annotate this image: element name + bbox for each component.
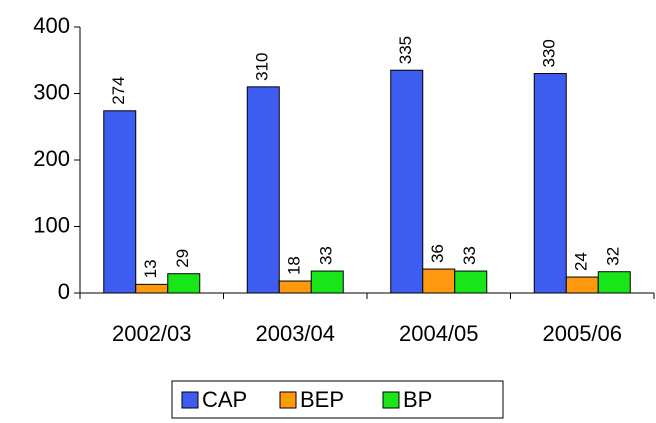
data-label: 13 — [141, 259, 160, 278]
data-label: 310 — [253, 52, 272, 80]
data-label: 33 — [317, 246, 336, 265]
data-label: 24 — [572, 252, 591, 271]
data-label: 36 — [428, 244, 447, 263]
data-label: 32 — [604, 247, 623, 266]
y-tick-label: 100 — [33, 212, 70, 237]
x-tick-label: 2002/03 — [112, 321, 192, 346]
bar — [533, 73, 567, 294]
data-label: 335 — [396, 36, 415, 64]
x-tick-label: 2004/05 — [399, 321, 479, 346]
y-tick-label: 0 — [58, 279, 70, 304]
legend-swatch — [181, 391, 199, 409]
data-label: 29 — [173, 249, 192, 268]
y-tick-label: 400 — [33, 13, 70, 38]
legend-label: BP — [403, 387, 432, 412]
y-tick-label: 200 — [33, 146, 70, 171]
bar — [597, 271, 631, 294]
data-label: 18 — [285, 256, 304, 275]
data-label: 274 — [109, 76, 128, 104]
bar — [167, 273, 201, 294]
legend-label: CAP — [202, 387, 247, 412]
bar — [454, 270, 488, 294]
bar — [422, 268, 456, 294]
x-tick-label: 2005/06 — [542, 321, 622, 346]
bar — [565, 276, 599, 294]
bar — [390, 69, 424, 294]
legend-swatch — [382, 391, 400, 409]
legend-swatch — [279, 391, 297, 409]
bar — [310, 270, 344, 294]
bar — [103, 110, 137, 294]
bar — [246, 86, 280, 294]
legend-label: BEP — [300, 387, 344, 412]
bar — [278, 280, 312, 294]
bar — [135, 283, 169, 294]
x-tick-label: 2003/04 — [255, 321, 335, 346]
data-label: 330 — [540, 39, 559, 67]
legend-box — [171, 380, 504, 419]
y-tick-label: 300 — [33, 79, 70, 104]
data-label: 33 — [460, 246, 479, 265]
